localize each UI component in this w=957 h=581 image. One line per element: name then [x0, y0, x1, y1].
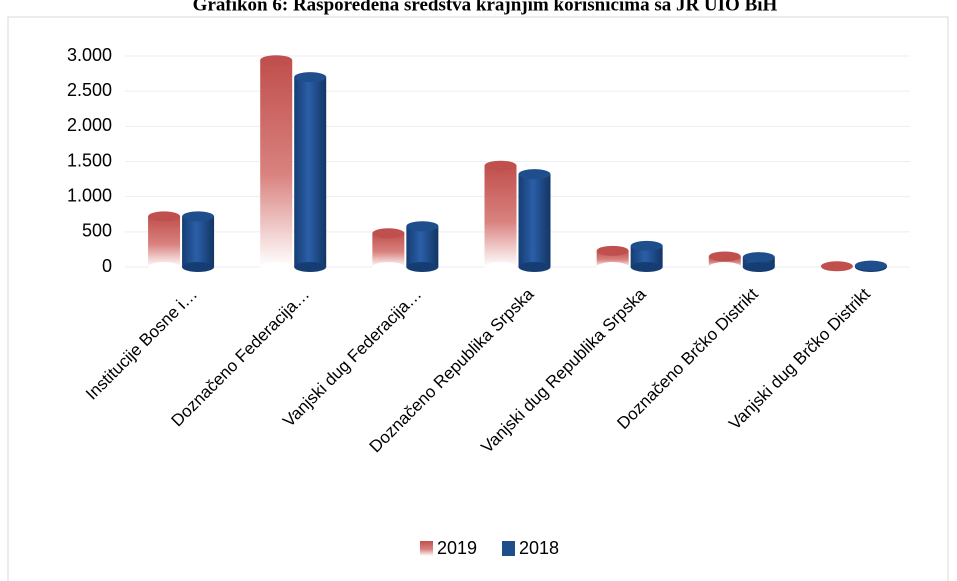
bar-cap: [260, 55, 293, 66]
bar-cap: [182, 211, 215, 222]
bar: [148, 216, 181, 267]
bar-cap: [294, 72, 327, 83]
x-tick-label: Institucije Bosne i…: [82, 285, 201, 404]
y-tick-label: 2.500: [67, 80, 112, 100]
bar: [260, 60, 293, 267]
bar-cap: [484, 160, 517, 171]
bar-cap: [372, 228, 405, 239]
bar: [182, 216, 215, 267]
bar-cap: [854, 260, 887, 271]
bar: [708, 256, 741, 267]
bar: [406, 226, 439, 267]
bar-cap: [708, 251, 741, 262]
bar-cap: [406, 221, 439, 232]
bar-cap: [820, 261, 853, 272]
chart-title: Grafikon 6: Raspoređena sredstva krajnji…: [193, 0, 778, 15]
y-tick-label: 1.500: [67, 150, 112, 170]
bar-cap: [742, 252, 775, 263]
bar-base: [518, 262, 551, 272]
y-tick-label: 2.000: [67, 115, 112, 135]
bar: [518, 174, 551, 267]
legend-label: 2019: [437, 538, 477, 558]
bar: [630, 245, 663, 267]
bar-cap: [518, 169, 551, 180]
bar-base: [148, 262, 181, 272]
bar-base: [708, 262, 741, 272]
y-tick-label: 1.000: [67, 185, 112, 205]
bar-cap: [596, 245, 629, 256]
bar: [294, 77, 327, 267]
y-tick-label: 0: [102, 256, 112, 276]
bar: [372, 233, 405, 267]
y-tick-label: 3.000: [67, 45, 112, 65]
y-tick-label: 500: [82, 221, 112, 241]
legend-swatch: [420, 541, 433, 556]
bar-base: [260, 262, 293, 272]
bar-base: [182, 262, 215, 272]
bar-base: [596, 262, 629, 272]
bar: [484, 165, 517, 267]
bar-cap: [630, 240, 663, 251]
bar-base: [294, 262, 327, 272]
legend-swatch: [502, 541, 515, 556]
legend-label: 2018: [519, 538, 559, 558]
bar-base: [630, 262, 663, 272]
bar-base: [406, 262, 439, 272]
bar-base: [484, 262, 517, 272]
chart-frame: [7, 16, 949, 581]
bar-cap: [148, 211, 181, 222]
bar-base: [742, 262, 775, 272]
bar-base: [372, 262, 405, 272]
